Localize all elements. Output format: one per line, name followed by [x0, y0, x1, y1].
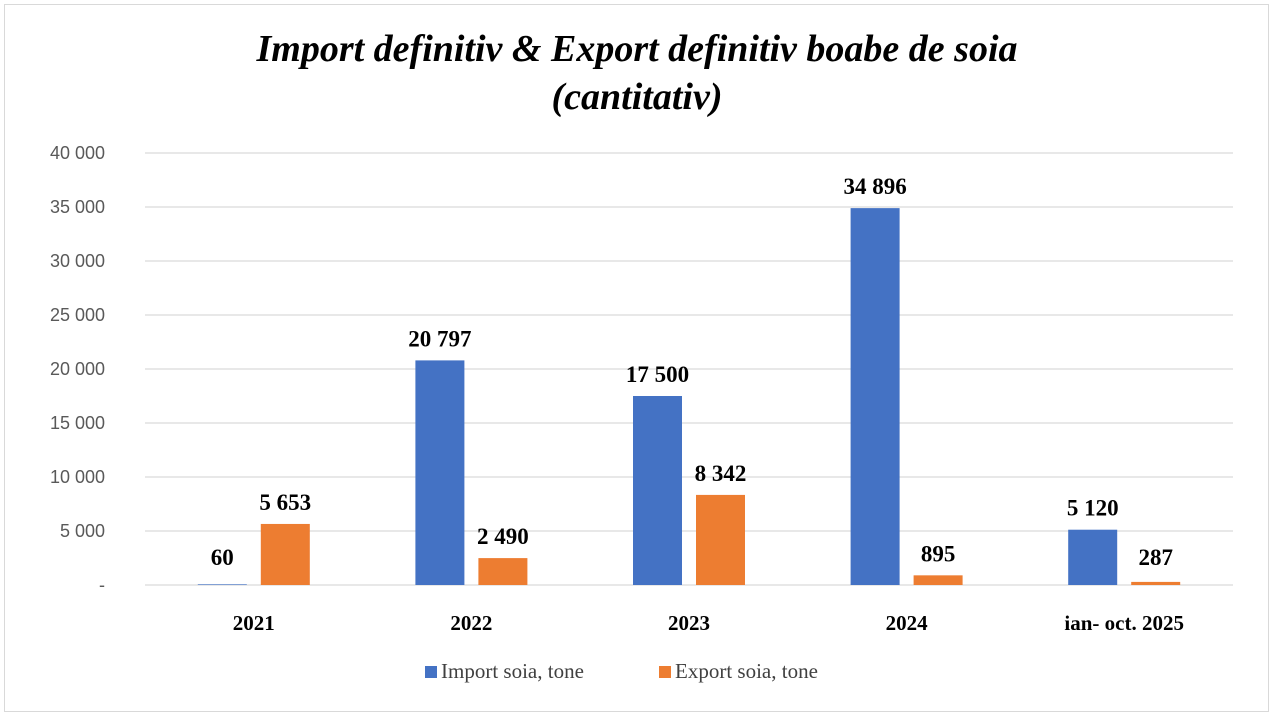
import-label-1: 20 797 [408, 326, 471, 351]
export-bar-3 [913, 575, 963, 585]
gridlines [145, 152, 1233, 586]
x-tick-label: ian- oct. 2025 [1064, 611, 1184, 635]
legend-swatch-0 [425, 666, 437, 678]
y-tick-label: 15 000 [50, 413, 105, 433]
x-tick-label: 2023 [668, 611, 710, 635]
x-tick-label: 2021 [233, 611, 275, 635]
x-tick-label: 2024 [886, 611, 929, 635]
export-label-3: 895 [921, 541, 956, 566]
chart-title-line-1: Import definitiv & Export definitiv boab… [255, 28, 1017, 70]
legend: Import soia, tone Export soia, tone [425, 659, 818, 683]
export-bar-4 [1131, 581, 1181, 585]
y-tick-label: 25 000 [50, 305, 105, 325]
legend-label-1: Export soia, tone [675, 659, 818, 683]
import-bar-2 [633, 396, 682, 585]
y-tick-label: 40 000 [50, 143, 105, 163]
data-labels: 60 5 653 20 797 2 490 17 500 8 342 34 896 895 5 … [211, 174, 1173, 570]
y-tick-label: 30 000 [50, 251, 105, 271]
export-label-2: 8 342 [695, 461, 747, 486]
y-tick-label: 20 000 [50, 359, 105, 379]
y-axis-ticks: - 5 000 10 000 15 000 20 000 25 000 30 000 35 0… [50, 143, 105, 595]
y-tick-label: - [99, 575, 105, 595]
bar-chart: Import definitiv & Export definitiv boab… [50, 28, 1233, 683]
import-label-2: 17 500 [626, 362, 689, 387]
y-tick-label: 5 000 [60, 521, 105, 541]
y-tick-label: 10 000 [50, 467, 105, 487]
x-tick-label: 2022 [450, 611, 492, 635]
import-bar-4 [1068, 529, 1118, 585]
import-label-3: 34 896 [843, 174, 906, 199]
import-bar-0 [197, 584, 247, 585]
import-label-0: 60 [211, 545, 234, 570]
bars [197, 208, 1181, 585]
export-label-4: 287 [1138, 545, 1173, 570]
export-bar-1 [478, 558, 528, 585]
x-axis-ticks: 2021 2022 2023 2024 ian- oct. 2025 [233, 611, 1184, 635]
export-bar-0 [260, 523, 310, 585]
import-label-4: 5 120 [1067, 496, 1119, 521]
export-label-1: 2 490 [477, 524, 529, 549]
chart-title-line-2: (cantitativ) [552, 76, 723, 118]
legend-label-0: Import soia, tone [441, 659, 584, 683]
legend-swatch-1 [659, 666, 671, 678]
y-tick-label: 35 000 [50, 197, 105, 217]
import-bar-1 [415, 360, 465, 585]
export-label-0: 5 653 [259, 490, 311, 515]
export-bar-2 [696, 494, 745, 585]
chart-frame: Import definitiv & Export definitiv boab… [4, 4, 1269, 712]
import-bar-3 [850, 208, 900, 585]
